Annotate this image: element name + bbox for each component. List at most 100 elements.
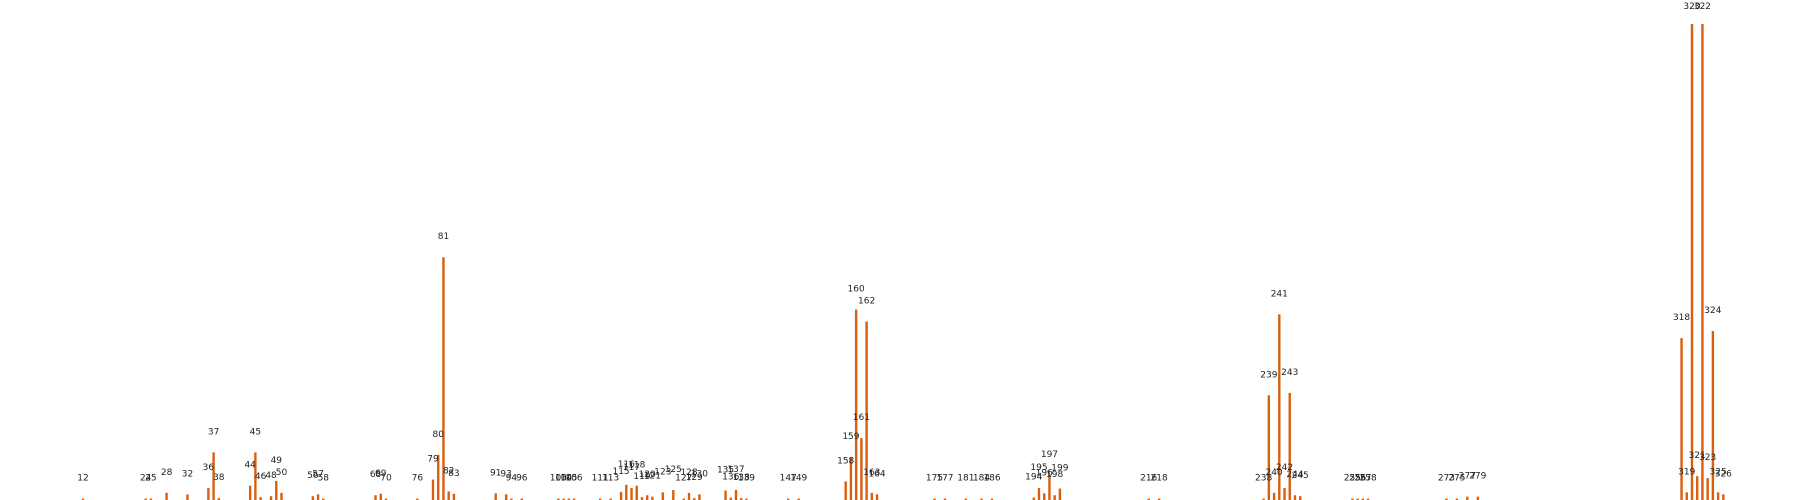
- bar-label-106: 106: [565, 474, 582, 484]
- bar-label-137: 137: [727, 465, 744, 475]
- bar-323: [1706, 478, 1709, 500]
- bar-184: [980, 498, 983, 500]
- bar-177: [943, 498, 947, 500]
- bar-label-196: 196: [1036, 468, 1053, 478]
- bar-label-136: 136: [722, 473, 739, 483]
- bar-135: [724, 490, 727, 500]
- bar-319: [1685, 492, 1688, 500]
- bar-label-120: 120: [639, 470, 656, 480]
- bar-label-147: 147: [780, 474, 797, 484]
- bar-label-82: 82: [443, 466, 454, 476]
- bar-127: [682, 498, 685, 500]
- bar-label-238: 238: [1255, 474, 1272, 484]
- bar-label-69: 69: [375, 469, 387, 479]
- bar-275: [1455, 498, 1459, 500]
- bar-label-28: 28: [161, 468, 173, 478]
- bar-46: [259, 497, 262, 500]
- bar-243: [1288, 392, 1291, 500]
- bar-48: [269, 496, 273, 500]
- bar-label-216: 216: [1140, 474, 1157, 484]
- bar-116: [625, 484, 628, 500]
- bar-80: [437, 454, 440, 500]
- bar-103: [557, 498, 560, 500]
- bar-161: [860, 438, 863, 500]
- bar-label-321: 321: [1689, 451, 1706, 461]
- bar-195: [1037, 488, 1041, 500]
- bar-label-139: 139: [738, 474, 755, 484]
- bar-244: [1293, 495, 1297, 500]
- bar-label-94: 94: [506, 474, 518, 484]
- bar-label-240: 240: [1265, 468, 1282, 478]
- bar-130: [698, 494, 701, 500]
- bar-82: [447, 491, 450, 500]
- bar-164: [875, 494, 879, 500]
- bar-label-115: 115: [612, 467, 629, 477]
- bar-106: [572, 498, 576, 500]
- bar-257: [1361, 498, 1365, 500]
- bar-58: [322, 498, 325, 500]
- bar-239: [1267, 395, 1271, 500]
- bar-49: [275, 480, 278, 500]
- bar-273: [1445, 498, 1448, 500]
- bar-69: [379, 493, 382, 500]
- bar-44: [248, 485, 252, 500]
- bar-175: [933, 498, 936, 500]
- bar-128: [687, 492, 691, 500]
- bar-label-273: 273: [1438, 474, 1455, 484]
- bar-label-50: 50: [276, 468, 288, 478]
- bar-label-104: 104: [555, 474, 572, 484]
- bar-label-275: 275: [1448, 474, 1465, 484]
- bar-label-130: 130: [691, 469, 708, 479]
- bar-137: [734, 490, 738, 500]
- bar-label-48: 48: [265, 471, 277, 481]
- bar-121: [651, 496, 654, 500]
- bar-111: [598, 498, 602, 500]
- bar-129: [693, 498, 696, 500]
- bar-321: [1696, 476, 1699, 500]
- bar-125: [672, 490, 675, 500]
- bar-56: [311, 496, 315, 500]
- bar-138: [740, 498, 743, 500]
- bar-163: [870, 492, 874, 500]
- bar-label-243: 243: [1281, 368, 1298, 378]
- bar-label-93: 93: [500, 469, 511, 479]
- bar-label-36: 36: [203, 463, 215, 473]
- bar-label-125: 125: [665, 465, 682, 475]
- bar-242: [1283, 488, 1286, 500]
- bar-216: [1147, 498, 1150, 500]
- bar-115: [619, 491, 623, 500]
- bar-label-121: 121: [644, 472, 661, 482]
- bar-label-218: 218: [1151, 474, 1168, 484]
- bar-279: [1476, 496, 1480, 500]
- bar-113: [609, 498, 612, 500]
- bar-label-195: 195: [1030, 463, 1047, 473]
- bar-label-277: 277: [1459, 472, 1476, 482]
- bar-96: [520, 498, 524, 500]
- bar-91: [494, 493, 497, 500]
- bar-label-128: 128: [680, 468, 697, 478]
- bar-label-181: 181: [957, 474, 974, 484]
- bar-186: [990, 498, 994, 500]
- bar-149: [797, 498, 800, 500]
- bar-326: [1722, 494, 1725, 500]
- bar-255: [1351, 498, 1354, 500]
- bar-label-175: 175: [926, 474, 943, 484]
- bar-50: [280, 492, 283, 500]
- bar-label-163: 163: [863, 468, 880, 478]
- bar-label-44: 44: [244, 461, 256, 471]
- bar-318: [1680, 338, 1683, 500]
- bar-label-162: 162: [858, 297, 875, 307]
- bar-label-79: 79: [427, 455, 439, 465]
- bar-94: [510, 498, 513, 500]
- bar-139: [745, 498, 748, 500]
- bar-32: [186, 494, 189, 500]
- bar-105: [567, 498, 571, 500]
- bar-12: [81, 498, 85, 500]
- bar-label-96: 96: [516, 474, 528, 484]
- bar-label-159: 159: [842, 432, 859, 442]
- bar-label-135: 135: [717, 465, 734, 475]
- bar-label-184: 184: [973, 474, 990, 484]
- bar-label-242: 242: [1276, 463, 1293, 473]
- bar-label-186: 186: [983, 474, 1000, 484]
